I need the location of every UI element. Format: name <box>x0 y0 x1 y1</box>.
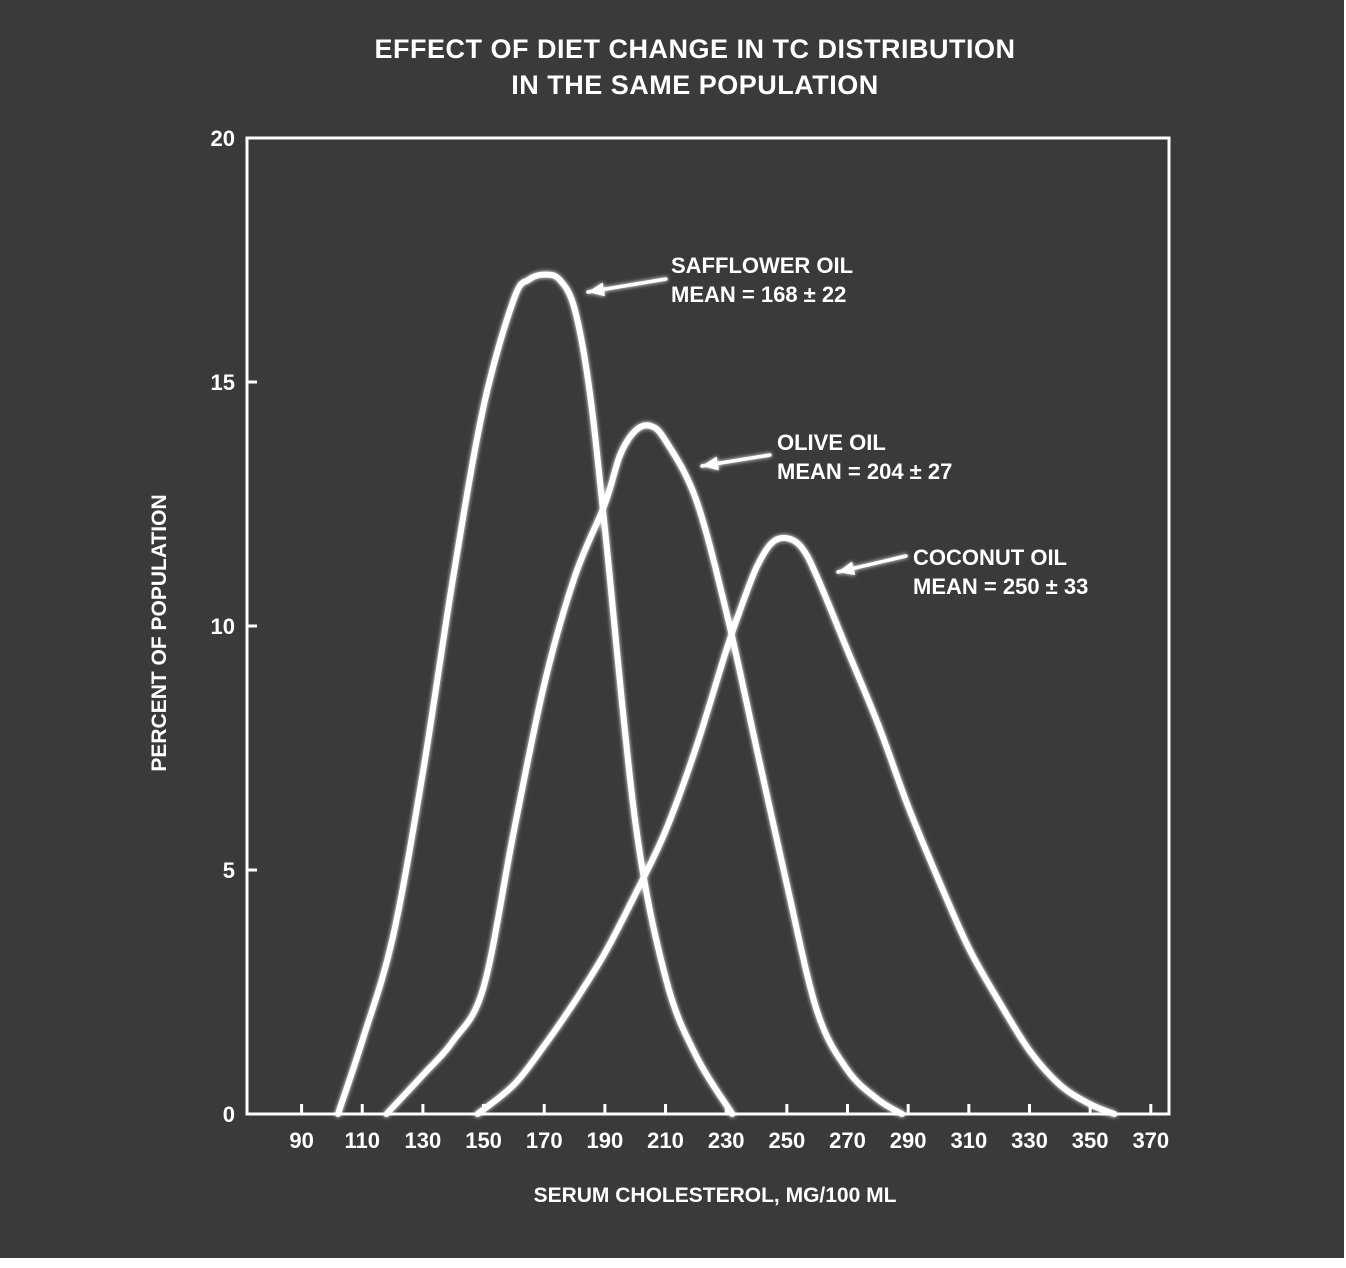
coconut-label: COCONUT OIL <box>913 545 1067 570</box>
safflower-arrow-head <box>588 282 605 297</box>
y-tick-label: 20 <box>211 126 235 151</box>
x-tick-label: 310 <box>950 1128 987 1153</box>
x-tick-label: 210 <box>647 1128 684 1153</box>
x-tick-label: 110 <box>345 1128 381 1153</box>
coconut-annotation: COCONUT OIL MEAN = 250 ± 33 <box>913 543 1088 601</box>
coconut-arrow-head <box>838 561 856 576</box>
safflower-curve <box>335 271 736 1117</box>
x-tick-label: 90 <box>289 1128 313 1153</box>
coconut-curve <box>474 534 1118 1117</box>
y-tick-label: 0 <box>223 1102 235 1127</box>
y-axis-label: PERCENT OF POPULATION <box>148 494 171 772</box>
safflower-label: SAFFLOWER OIL <box>671 253 854 278</box>
y-tick-label: 10 <box>211 614 235 639</box>
y-tick-label: 5 <box>223 858 235 883</box>
x-tick-label: 330 <box>1011 1128 1048 1153</box>
olive-mean: MEAN = 204 ± 27 <box>777 459 953 484</box>
x-tick-label: 370 <box>1132 1128 1169 1153</box>
olive-curve <box>383 422 906 1117</box>
x-tick-label: 350 <box>1072 1128 1109 1153</box>
x-tick-label: 190 <box>587 1128 624 1153</box>
chart-title: EFFECT OF DIET CHANGE IN TC DISTRIBUTION <box>374 34 1016 64</box>
olive-annotation: OLIVE OIL MEAN = 204 ± 27 <box>777 428 952 486</box>
x-tick-label: 150 <box>465 1128 502 1153</box>
x-tick-label: 270 <box>829 1128 866 1153</box>
safflower-mean: MEAN = 168 ± 22 <box>671 282 847 307</box>
chart-subtitle: IN THE SAME POPULATION <box>511 70 879 100</box>
x-axis-label: SERUM CHOLESTEROL, MG/100 ML <box>533 1184 897 1207</box>
x-tick-label: 130 <box>405 1128 442 1153</box>
olive-arrow-head <box>702 456 719 471</box>
x-tick-label: 250 <box>768 1128 805 1153</box>
x-tick-label: 170 <box>526 1128 563 1153</box>
safflower-annotation: SAFFLOWER OIL MEAN = 168 ± 22 <box>671 251 853 309</box>
coconut-mean: MEAN = 250 ± 33 <box>913 574 1089 599</box>
y-tick-label: 15 <box>211 370 235 395</box>
x-tick-label: 290 <box>890 1128 927 1153</box>
x-tick-label: 230 <box>708 1128 745 1153</box>
olive-label: OLIVE OIL <box>777 430 886 455</box>
